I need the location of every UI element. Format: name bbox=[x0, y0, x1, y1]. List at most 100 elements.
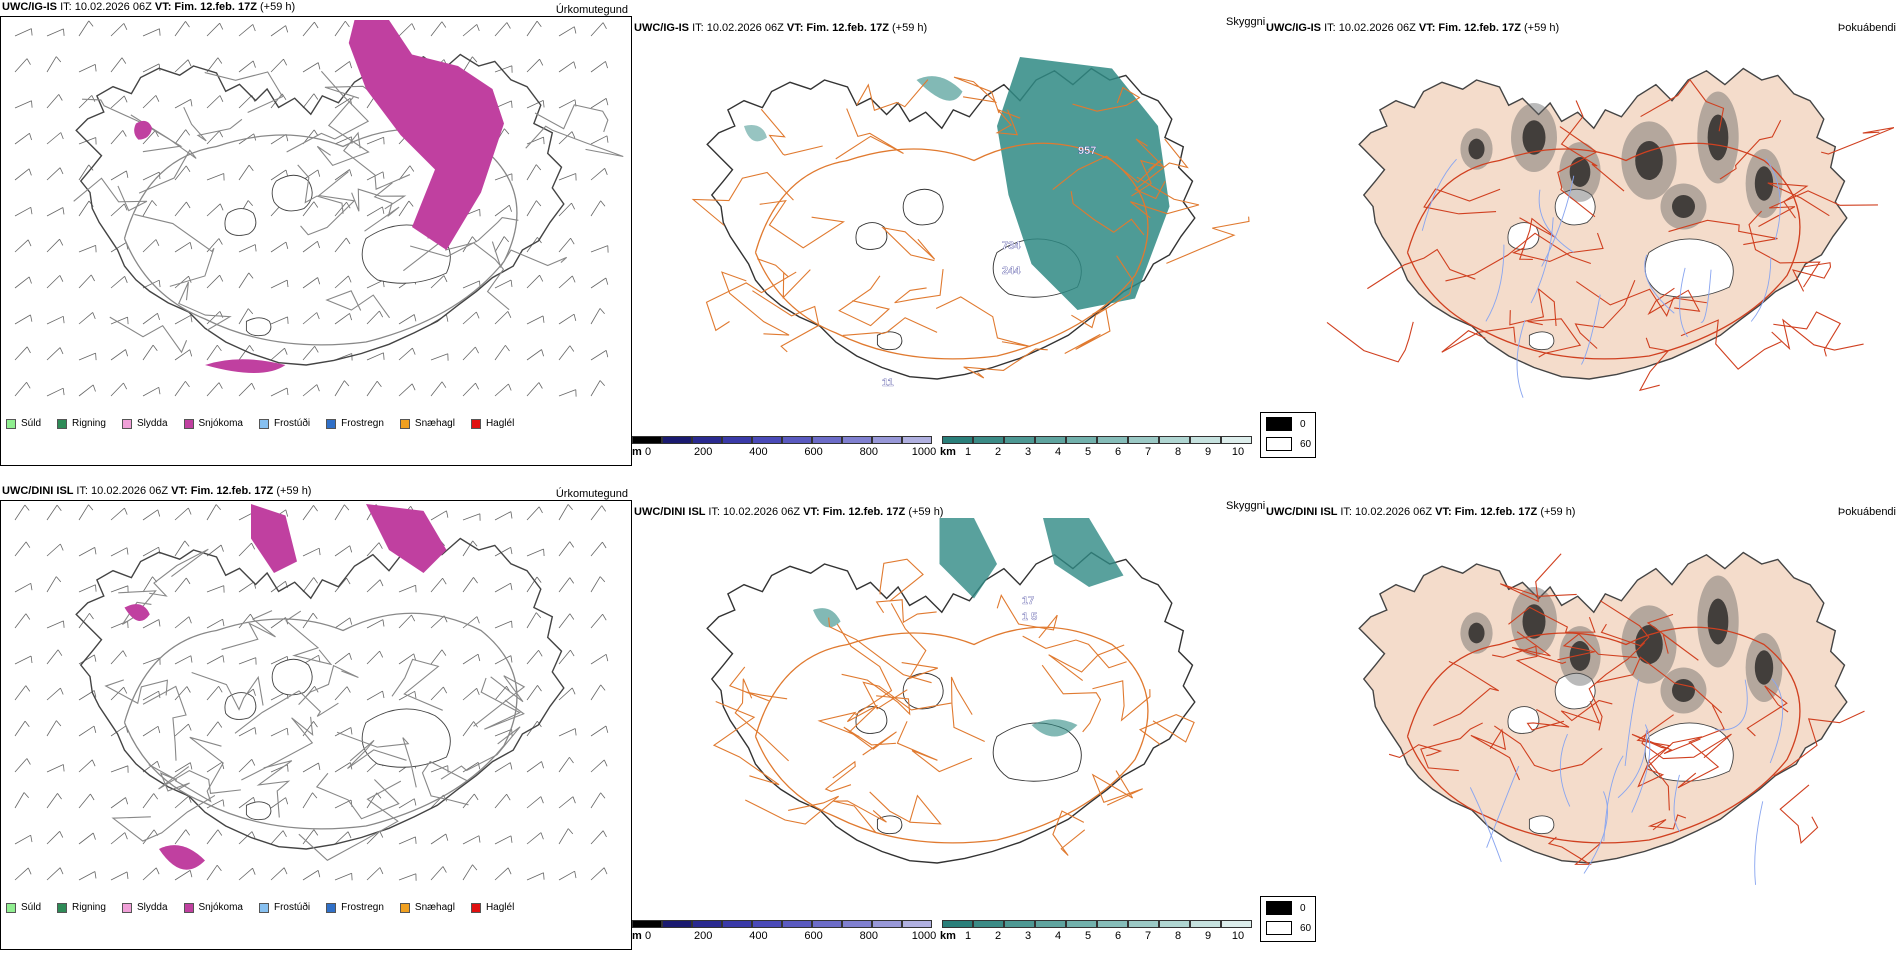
wind-barb-flag bbox=[505, 345, 509, 351]
wind-barb bbox=[399, 837, 416, 844]
wind-barb bbox=[399, 24, 412, 37]
colorbar-tick-label: 1 bbox=[965, 930, 971, 942]
wind-barb-flag bbox=[128, 317, 129, 324]
wind-barb-flag bbox=[186, 21, 190, 27]
glacier-myrdalsjokull bbox=[246, 802, 271, 820]
iceland-group bbox=[1327, 69, 1894, 398]
visibility-unit: km bbox=[940, 930, 956, 942]
wind-barb bbox=[15, 542, 26, 556]
wind-barb-flag bbox=[126, 350, 128, 357]
wind-barb bbox=[431, 616, 444, 628]
wind-barb bbox=[495, 621, 512, 628]
wind-barb bbox=[367, 353, 384, 360]
wind-barb bbox=[335, 618, 350, 628]
vt-value: Fim. 12.feb. 17Z bbox=[174, 1, 260, 13]
legend-swatch bbox=[400, 419, 410, 429]
wind-barb bbox=[591, 542, 602, 556]
wind-barb-flag bbox=[604, 868, 607, 874]
road-line bbox=[897, 721, 972, 771]
colorbar-tick-label: 7 bbox=[1145, 930, 1151, 942]
wind-barb-flag bbox=[61, 688, 64, 694]
wind-barb bbox=[207, 383, 219, 396]
wind-barb-flag bbox=[125, 508, 128, 514]
wind-barb-flag bbox=[218, 58, 222, 64]
wind-barb-flag bbox=[56, 577, 61, 582]
it-value: 10.02.2026 06Z bbox=[707, 22, 787, 34]
wind-barb-flag bbox=[253, 24, 256, 31]
fog-legend-swatch bbox=[1266, 901, 1292, 915]
wind-barb-flag bbox=[350, 618, 352, 625]
wind-barb bbox=[175, 130, 186, 144]
colorbar-tick-label: 600 bbox=[804, 446, 822, 458]
height-value-label: 957 bbox=[1078, 145, 1096, 157]
wind-barb-flag bbox=[189, 617, 191, 624]
wind-barb-flag bbox=[314, 721, 318, 727]
wind-barb-flag bbox=[314, 94, 318, 100]
colorbar-segment bbox=[782, 920, 812, 928]
glacier-hofsjokull bbox=[272, 659, 312, 695]
wind-barb-flag bbox=[474, 794, 478, 800]
wind-barb-flag bbox=[510, 763, 512, 770]
wind-barb-flag bbox=[186, 202, 190, 208]
wind-barb-flag bbox=[318, 278, 320, 285]
legend-label: Snæhagl bbox=[415, 902, 455, 913]
wind-barb bbox=[559, 238, 571, 252]
vt-label: VT: bbox=[787, 22, 807, 34]
fog-legend-label: 0 bbox=[1300, 419, 1306, 430]
wind-barb-flag bbox=[603, 614, 607, 620]
wind-barb-flag bbox=[350, 170, 352, 177]
wind-barb bbox=[79, 385, 93, 396]
vt-value: Fim. 12.feb. 17Z bbox=[823, 506, 909, 518]
colorbar-segment bbox=[1035, 920, 1066, 928]
colorbar-tick-label: 0 bbox=[645, 446, 651, 458]
wind-barb-flag bbox=[63, 316, 64, 323]
wind-barb bbox=[111, 508, 125, 520]
snow-area bbox=[366, 504, 447, 573]
wind-barb bbox=[559, 614, 570, 628]
colorbar-segment bbox=[1221, 920, 1252, 928]
road-line bbox=[837, 624, 891, 714]
wind-barb-flag bbox=[124, 23, 127, 29]
wind-barb-flag bbox=[29, 169, 31, 176]
wind-barb bbox=[79, 833, 93, 844]
wind-barb bbox=[175, 21, 186, 36]
wind-barb bbox=[495, 205, 509, 216]
wind-barb-flag bbox=[125, 276, 128, 283]
wind-barb bbox=[335, 381, 344, 396]
precip-legend-item: Súld bbox=[6, 902, 41, 913]
precip-legend-item: Súld bbox=[6, 418, 41, 429]
wind-barb-flag bbox=[28, 868, 31, 874]
colorbar-tick-label: 8 bbox=[1175, 446, 1181, 458]
wind-barb bbox=[335, 61, 350, 72]
height-unit: m bbox=[632, 930, 642, 942]
lead-time: (+59 h) bbox=[908, 506, 943, 518]
wind-barb-flag bbox=[384, 353, 385, 360]
wind-barb-flag bbox=[318, 170, 320, 177]
wind-barb bbox=[143, 29, 160, 36]
wind-barb-flag bbox=[601, 793, 605, 799]
wind-barb-flag bbox=[504, 237, 509, 242]
fog-legend-label: 60 bbox=[1300, 923, 1311, 934]
vis-field-name: Skyggni bbox=[1226, 16, 1265, 28]
wind-barb bbox=[559, 871, 575, 880]
wind-barb-flag bbox=[158, 313, 160, 320]
wind-barb bbox=[143, 547, 159, 556]
height-value-label: 244 bbox=[1002, 265, 1021, 277]
wind-barb-flag bbox=[509, 384, 512, 391]
colorbar-tick-label: 5 bbox=[1085, 930, 1091, 942]
wind-barb-flag bbox=[350, 546, 352, 553]
iceland-coastline bbox=[76, 539, 564, 850]
colorbar-tick-label: 200 bbox=[694, 930, 712, 942]
wind-barb-flag bbox=[412, 384, 415, 390]
wind-barb bbox=[207, 865, 217, 880]
wind-barb bbox=[143, 577, 153, 592]
wind-barb bbox=[79, 794, 90, 808]
legend-swatch bbox=[259, 903, 269, 913]
wind-barb bbox=[15, 347, 27, 360]
wind-barb bbox=[111, 23, 124, 36]
road-line bbox=[730, 667, 787, 701]
legend-label: Slydda bbox=[137, 902, 168, 913]
forecast-row-2: UWC/DINI ISL IT: 10.02.2026 06Z VT: Fim.… bbox=[0, 484, 1900, 954]
lead-time: (+59 h) bbox=[1524, 22, 1559, 34]
wind-barb bbox=[463, 688, 477, 700]
